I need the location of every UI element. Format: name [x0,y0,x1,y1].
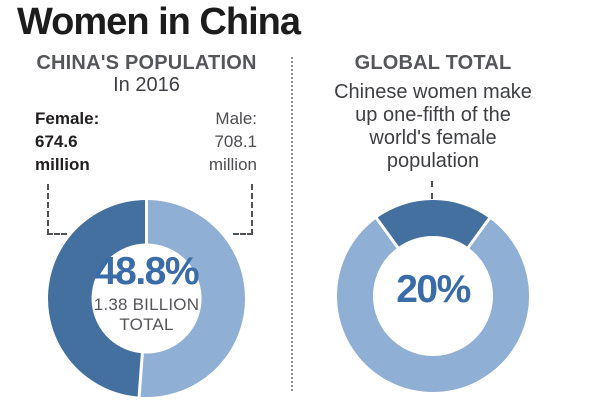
left-panel-heading: CHINA'S POPULATION [36,52,257,74]
female-leader-line [47,184,67,235]
global-description: Chinese women make up one-fifth of the w… [334,81,532,172]
donut-slice-gap [465,215,493,251]
donut-slice-rest-of-world-s-female-population [337,218,529,392]
china-population-donut-chart [48,200,245,397]
male-value-label: Male: 708.1 million [208,109,257,174]
female-value-label: Female: 674.6 million [35,109,100,174]
panel-divider [291,57,293,391]
donut-slice-gap [373,215,401,251]
donut-slice-female [48,200,147,397]
male-leader-line [233,184,253,235]
global-total-donut-chart [337,200,529,392]
page-title: Women in China [17,1,301,43]
right-panel-heading: GLOBAL TOTAL [354,52,512,74]
donut-slice-gap [137,350,145,397]
donut-slice-male [139,200,245,397]
china-percent-value: 48.8% [94,250,200,293]
donut-slice-chinese-women [376,200,490,248]
china-total-label: 1.38 BILLION TOTAL [93,295,200,334]
global-percent-value: 20% [396,268,471,311]
description-pointer-line [431,181,433,199]
left-panel-subheading: In 2016 [113,74,180,96]
